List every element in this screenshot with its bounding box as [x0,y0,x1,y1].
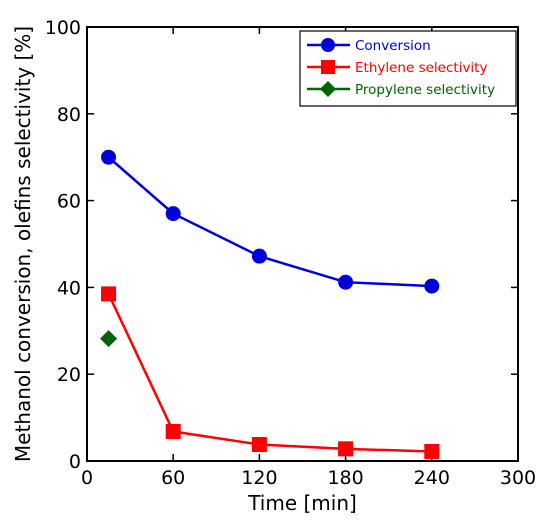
y-tick-label: 0 [69,451,81,473]
data-point-conversion [101,149,117,165]
data-point-propylene-selectivity [100,330,118,348]
legend: Conversion Ethylene selectivity Propylene … [299,30,517,107]
data-point-ethylene-selectivity [424,443,440,459]
series-ethylene-selectivity [101,286,440,459]
x-tick-label: 60 [161,467,185,489]
x-tick-label: 180 [327,467,363,489]
y-axis-title: Methanol conversion, olefins selectivity… [11,26,35,462]
x-axis-title: Time [min] [247,491,357,515]
ticks-layer: 0 60 120 180 240 300 0 20 40 60 80 100 [45,17,536,489]
data-point-conversion [338,274,354,290]
legend-marker [321,38,335,52]
data-point-conversion [165,206,181,222]
series-propylene-selectivity [100,330,118,348]
x-tick-label: 120 [241,467,277,489]
data-point-ethylene-selectivity [101,286,117,302]
legend-label: Ethylene selectivity [355,60,487,76]
x-tick-label: 0 [81,467,93,489]
plot-frame [86,26,519,462]
y-tick-label: 80 [57,104,81,126]
legend-label: Conversion [355,38,431,54]
legend-item-ethylene-selectivity: Ethylene selectivity [307,60,487,76]
legend-item-conversion: Conversion [307,38,431,54]
y-tick-label: 100 [45,17,81,39]
y-tick-label: 20 [57,364,81,386]
data-point-conversion [424,278,440,294]
series-line-ethylene-selectivity [107,293,432,453]
data-point-ethylene-selectivity [165,423,181,439]
legend-box [299,30,517,107]
x-tick-label: 300 [500,467,536,489]
data-point-ethylene-selectivity [251,437,267,453]
legend-label: Propylene selectivity [355,82,495,98]
legend-marker [320,81,336,97]
data-point-ethylene-selectivity [338,441,354,457]
x-tick-label: 240 [414,467,450,489]
y-tick-label: 40 [57,277,81,299]
series-conversion [101,149,440,294]
series-layer [100,149,440,459]
data-point-conversion [251,248,267,264]
legend-item-propylene-selectivity: Propylene selectivity [307,81,495,98]
series-line-conversion [107,156,432,288]
y-tick-label: 60 [57,191,81,213]
legend-marker [321,60,335,74]
